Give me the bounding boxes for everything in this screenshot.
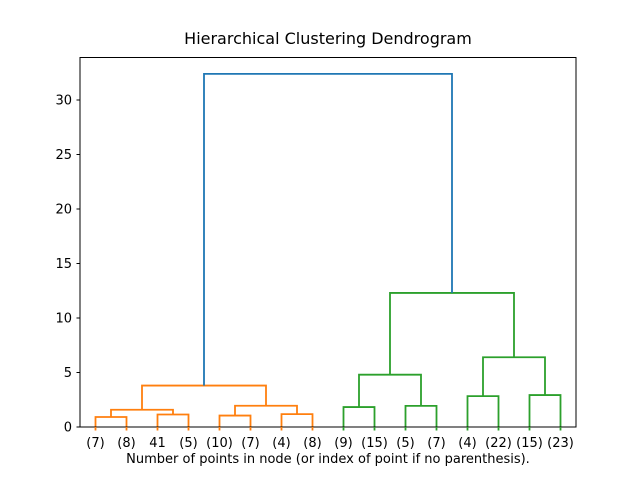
dendrogram-link [528,394,562,427]
leaf-label: (15) [361,436,388,451]
dendrogram-link [342,406,376,427]
x-axis-label: Number of points in node (or index of po… [126,452,530,467]
y-tick-label: 5 [64,366,72,381]
dendrogram-link [466,395,500,427]
leaf-label: (23) [547,436,574,451]
dendrogram-link [358,373,422,408]
dendrogram-link [203,72,453,386]
y-tick-label: 20 [55,203,72,218]
y-tick-label: 0 [64,421,72,436]
dendrogram-link [389,292,515,375]
y-tick-label: 25 [55,148,72,163]
y-tick-label: 30 [55,94,72,109]
leaf-label: (7) [241,436,259,451]
leaf-label: (22) [485,436,512,451]
leaf-label: (5) [179,436,197,451]
y-tick-label: 15 [55,257,72,272]
leaf-label: (4) [272,436,290,451]
dendrogram-link [156,413,190,427]
dendrogram-link [482,356,546,397]
leaf-label: 41 [149,436,166,451]
chart-title: Hierarchical Clustering Dendrogram [184,29,472,48]
dendrogram-link [218,414,252,427]
dendrogram-link [110,408,174,417]
leaf-label: (7) [86,436,104,451]
leaf-label: (9) [334,436,352,451]
leaf-label: (4) [458,436,476,451]
leaf-label: (8) [303,436,321,451]
plot-border [79,57,577,428]
leaf-label: (10) [206,436,233,451]
leaf-label: (5) [396,436,414,451]
dendrogram-link [234,404,298,416]
leaf-label: (8) [117,436,135,451]
y-tick-label: 10 [55,312,72,327]
dendrogram-link [404,404,438,427]
leaf-label: (15) [516,436,543,451]
dendrogram-link [94,416,128,427]
leaf-label: (7) [427,436,445,451]
dendrogram-link [280,413,314,427]
